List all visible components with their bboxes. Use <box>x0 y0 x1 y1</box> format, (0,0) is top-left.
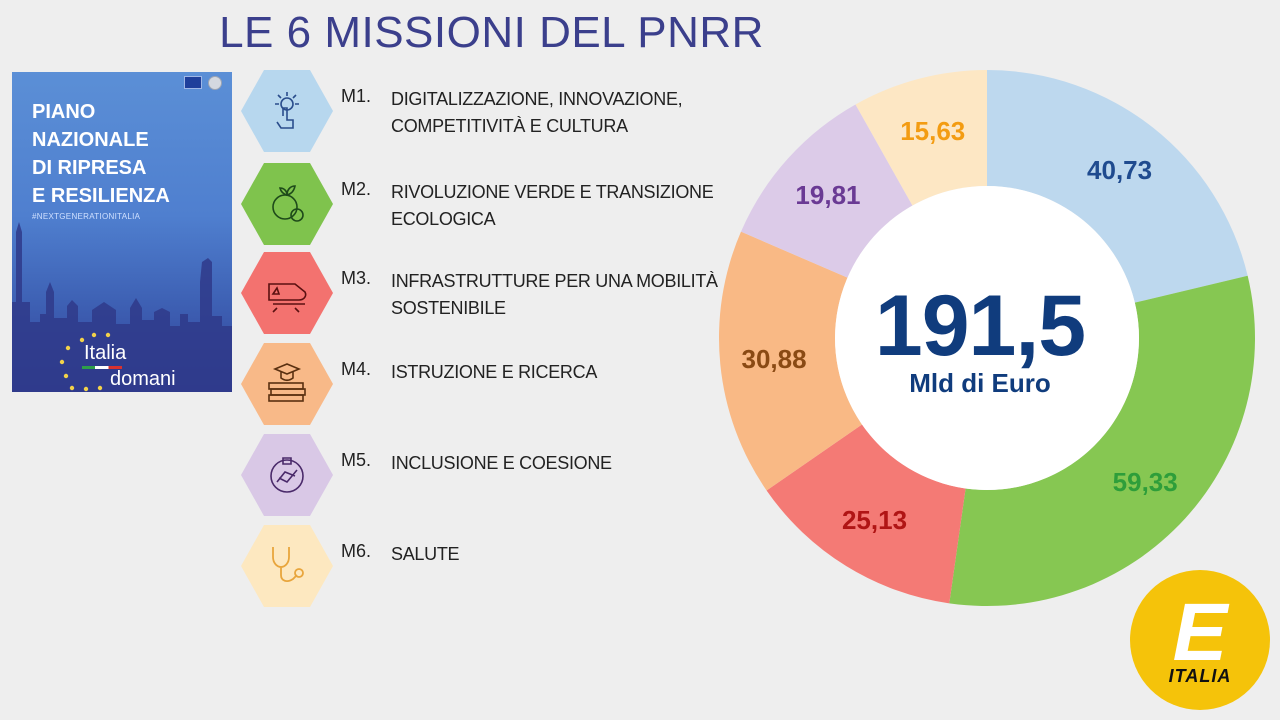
donut-slice-m4 <box>719 231 862 491</box>
donut-center <box>835 186 1139 490</box>
books-graduation-icon <box>268 363 306 402</box>
domani-logo-text: domani <box>110 368 176 390</box>
italian-emblem-icon <box>208 76 222 90</box>
mission-label: INFRASTRUTTURE PER UNA MOBILITÀ SOSTENIB… <box>391 271 718 318</box>
donut-slice-m5 <box>741 104 913 278</box>
slice-value-label: 19,81 <box>795 180 860 210</box>
donut-slice-m6 <box>855 70 987 206</box>
total-budget-unit: Mld di Euro <box>909 368 1051 398</box>
flags <box>184 76 222 90</box>
digital-hand-icon <box>275 92 299 129</box>
slice-value-label: 30,88 <box>741 344 806 374</box>
green-globe-icon <box>272 185 304 222</box>
mission-code: M4. <box>341 359 372 379</box>
logo-mark: E <box>1172 587 1228 678</box>
slice-value-label: 59,33 <box>1113 467 1178 497</box>
joined-hands-icon <box>270 457 304 493</box>
mission-m3: M3. INFRASTRUTTURE PER UNA MOBILITÀ SOST… <box>241 252 761 334</box>
donut-slice-m1 <box>987 70 1248 303</box>
cover-hashtag: #NEXTGENERATIONITALIA <box>32 212 141 221</box>
mission-label: INCLUSIONE E COESIONE <box>391 453 612 473</box>
mission-m4: M4. ISTRUZIONE E RICERCA <box>241 343 761 425</box>
mission-m1: M1. DIGITALIZZAZIONE, INNOVAZIONE, COMPE… <box>241 70 761 152</box>
train-icon <box>268 283 307 313</box>
total-budget-value: 191,5 <box>874 278 1086 374</box>
mission-hexagon <box>241 70 333 152</box>
missions-budget-donut-chart: 40,73 59,33 25,13 30,88 19,81 15,63 <box>719 70 1255 606</box>
mission-hexagon <box>241 525 333 607</box>
mission-label: ISTRUZIONE E RICERCA <box>391 362 598 382</box>
stethoscope-icon <box>272 547 304 582</box>
mission-code: M2. <box>341 179 372 199</box>
slice-value-label: 40,73 <box>1087 155 1152 185</box>
tricolor-stripe <box>82 366 122 369</box>
slice-value-label: 15,63 <box>900 116 965 146</box>
donut-slice-m2 <box>949 275 1255 606</box>
mission-code: M1. <box>341 86 372 106</box>
logo-text: ITALIA <box>1168 666 1232 686</box>
eu-stars-icon <box>59 332 111 392</box>
mission-hexagon <box>241 434 333 516</box>
donut-slice-m3 <box>766 424 966 604</box>
mission-label: SALUTE <box>391 544 460 564</box>
mission-label: DIGITALIZZAZIONE, INNOVAZIONE, COMPETITI… <box>391 89 683 136</box>
italia-logo-text: Italia <box>84 342 127 364</box>
e-italia-logo: E ITALIA <box>1130 570 1270 710</box>
mission-m6: M6. SALUTE <box>241 525 761 607</box>
skyline-icon <box>12 222 232 392</box>
mission-code: M6. <box>341 541 372 561</box>
mission-hexagon <box>241 163 333 245</box>
mission-label: RIVOLUZIONE VERDE E TRANSIZIONE ECOLOGIC… <box>391 182 714 229</box>
mission-hexagon <box>241 343 333 425</box>
mission-hexagon <box>241 252 333 334</box>
mission-code: M3. <box>341 268 372 288</box>
mission-m2: M2. RIVOLUZIONE VERDE E TRANSIZIONE ECOL… <box>241 163 761 245</box>
mission-m5: M5. INCLUSIONE E COESIONE <box>241 434 761 516</box>
eu-flag-icon <box>184 76 202 89</box>
cover-title: PIANO NAZIONALE DI RIPRESA E RESILIENZA <box>32 101 170 207</box>
page-title: LE 6 MISSIONI DEL PNRR <box>219 8 764 57</box>
mission-code: M5. <box>341 450 372 470</box>
slice-value-label: 25,13 <box>842 505 907 535</box>
pnrr-cover-image: PIANO NAZIONALE DI RIPRESA E RESILIENZA … <box>12 72 232 392</box>
